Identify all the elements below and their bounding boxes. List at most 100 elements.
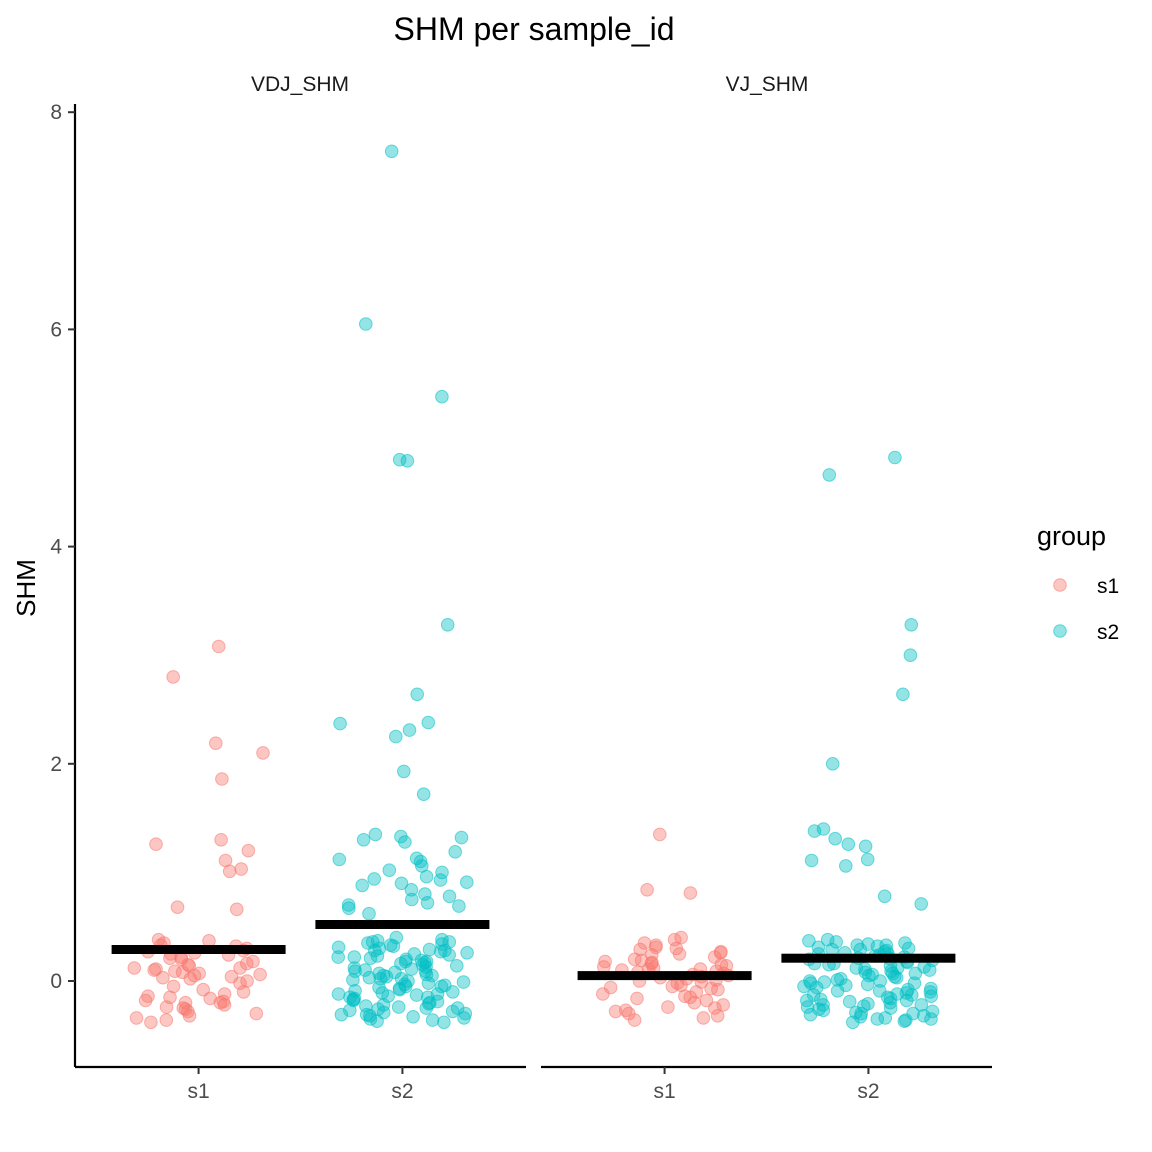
point-VJ_SHM-s1-51	[608, 1004, 623, 1019]
point-VDJ_SHM-s2-120	[425, 968, 439, 983]
x-tick-label-0-s1: s1	[187, 1080, 209, 1103]
point-VJ_SHM-s2-14	[877, 889, 892, 904]
point-VDJ_SHM-s1-2	[209, 736, 223, 751]
facet-vj-shm: VJ_SHM s1 s2	[541, 73, 992, 1103]
mean-bar-VDJ_SHM-s2	[315, 920, 490, 929]
point-VJ_SHM-s2-86	[916, 1009, 931, 1023]
point-VDJ_SHM-s2-65	[450, 959, 464, 973]
point-VDJ_SHM-s2-39	[362, 906, 376, 921]
point-VJ_SHM-s2-55	[817, 975, 832, 989]
point-VJ_SHM-s1-43	[678, 989, 692, 1004]
point-VJ_SHM-s2-2	[904, 618, 919, 632]
y-tick-label-8: 8	[50, 101, 62, 124]
point-VJ_SHM-s2-85	[803, 1007, 818, 1022]
legend-key-s1	[1053, 578, 1067, 592]
point-VDJ_SHM-s2-128	[347, 950, 362, 964]
point-VJ_SHM-s2-13	[839, 859, 853, 873]
point-VDJ_SHM-s2-55	[442, 948, 457, 962]
point-VDJ_SHM-s2-47	[386, 939, 401, 954]
y-tick-label-2: 2	[50, 753, 62, 776]
facet-1-means	[577, 953, 956, 981]
point-VJ_SHM-s2-89	[924, 1012, 938, 1026]
point-VDJ_SHM-s2-117	[437, 1015, 451, 1030]
legend-keys: s1 s2	[1053, 575, 1119, 644]
point-VDJ_SHM-s1-0	[211, 639, 226, 654]
point-VJ_SHM-s2-68	[924, 989, 939, 1004]
point-VDJ_SHM-s2-35	[420, 896, 435, 910]
point-VJ_SHM-s2-74	[883, 995, 898, 1010]
point-VDJ_SHM-s1-42	[233, 976, 247, 991]
point-VJ_SHM-s1-0	[653, 827, 667, 842]
point-VJ_SHM-s1-2	[683, 886, 698, 900]
y-tick-label-6: 6	[50, 318, 62, 341]
point-VDJ_SHM-s2-92	[409, 988, 424, 1002]
facet-0-strip-label: VDJ_SHM	[251, 73, 349, 96]
point-VDJ_SHM-s1-59	[129, 1011, 144, 1025]
point-VDJ_SHM-s2-29	[394, 876, 409, 891]
point-VDJ_SHM-s2-78	[346, 973, 360, 987]
x-tick-label-1-s1: s1	[653, 1080, 675, 1103]
point-VJ_SHM-s2-99	[908, 966, 923, 981]
point-VDJ_SHM-s2-123	[419, 1001, 434, 1015]
point-VDJ_SHM-s2-10	[389, 729, 403, 744]
legend-key-s2	[1053, 624, 1067, 638]
point-VDJ_SHM-s2-6	[410, 687, 425, 702]
point-VDJ_SHM-s2-112	[406, 1010, 420, 1024]
point-VJ_SHM-s2-98	[850, 938, 865, 953]
point-VJ_SHM-s2-18	[829, 935, 844, 949]
point-VDJ_SHM-s1-63	[127, 961, 142, 975]
point-VDJ_SHM-s2-33	[442, 889, 457, 904]
point-VJ_SHM-s1-46	[687, 995, 702, 1010]
point-VDJ_SHM-s2-113	[457, 1011, 471, 1025]
facet-1-points	[596, 450, 940, 1030]
point-VJ_SHM-s2-76	[914, 998, 929, 1012]
point-VDJ_SHM-s1-6	[149, 837, 163, 852]
mean-bar-VJ_SHM-s2	[781, 953, 956, 963]
point-VDJ_SHM-s2-115	[425, 1013, 440, 1027]
point-VJ_SHM-s1-1	[640, 883, 654, 897]
point-VDJ_SHM-s2-91	[331, 987, 346, 1001]
point-VDJ_SHM-s2-80	[456, 975, 471, 989]
point-VDJ_SHM-s2-50	[422, 942, 437, 957]
point-VDJ_SHM-s2-18	[448, 845, 463, 859]
point-VDJ_SHM-s2-77	[373, 972, 388, 986]
mean-bar-VJ_SHM-s1	[577, 971, 752, 981]
point-VJ_SHM-s2-3	[903, 648, 918, 663]
point-VDJ_SHM-s1-1	[166, 670, 180, 684]
point-VJ_SHM-s2-44	[922, 963, 937, 977]
point-VDJ_SHM-s1-30	[233, 961, 247, 975]
point-VDJ_SHM-s1-4	[215, 772, 229, 786]
point-VJ_SHM-s2-15	[914, 897, 929, 911]
point-VDJ_SHM-s1-32	[147, 963, 161, 977]
point-VDJ_SHM-s2-9	[402, 723, 417, 737]
point-VDJ_SHM-s2-12	[416, 787, 431, 802]
point-VDJ_SHM-s2-23	[382, 863, 397, 878]
point-VJ_SHM-s2-57	[860, 977, 875, 992]
y-tick-label-4: 4	[50, 536, 62, 559]
point-VDJ_SHM-s2-32	[418, 887, 432, 901]
point-VJ_SHM-s1-57	[704, 981, 718, 996]
point-VJ_SHM-s2-4	[896, 687, 910, 702]
facet-vdj-shm: VDJ_SHM s1 s2	[75, 73, 526, 1103]
point-VJ_SHM-s2-81	[816, 1003, 831, 1018]
point-VDJ_SHM-s2-52	[433, 944, 448, 959]
point-VJ_SHM-s2-96	[800, 993, 814, 1008]
point-VJ_SHM-s1-53	[710, 1009, 725, 1023]
point-VDJ_SHM-s2-13	[368, 827, 383, 842]
facet-1-strip-label: VJ_SHM	[726, 73, 809, 96]
point-VDJ_SHM-s1-55	[178, 1002, 193, 1017]
point-VDJ_SHM-s2-8	[333, 716, 347, 731]
point-VDJ_SHM-s2-118	[368, 943, 382, 958]
point-VDJ_SHM-s1-57	[249, 1006, 264, 1021]
point-VJ_SHM-s1-4	[667, 932, 682, 947]
point-VDJ_SHM-s2-36	[341, 898, 356, 912]
point-VDJ_SHM-s2-57	[331, 950, 346, 964]
point-VDJ_SHM-s2-37	[452, 899, 466, 913]
facet-0-means	[111, 920, 490, 954]
point-VJ_SHM-s2-8	[828, 831, 843, 846]
point-VJ_SHM-s2-97	[906, 1006, 920, 1021]
point-VJ_SHM-s2-107	[806, 988, 821, 1002]
point-VJ_SHM-s1-48	[661, 1000, 675, 1014]
point-VDJ_SHM-s1-9	[234, 862, 248, 876]
point-VJ_SHM-s2-102	[816, 998, 830, 1012]
